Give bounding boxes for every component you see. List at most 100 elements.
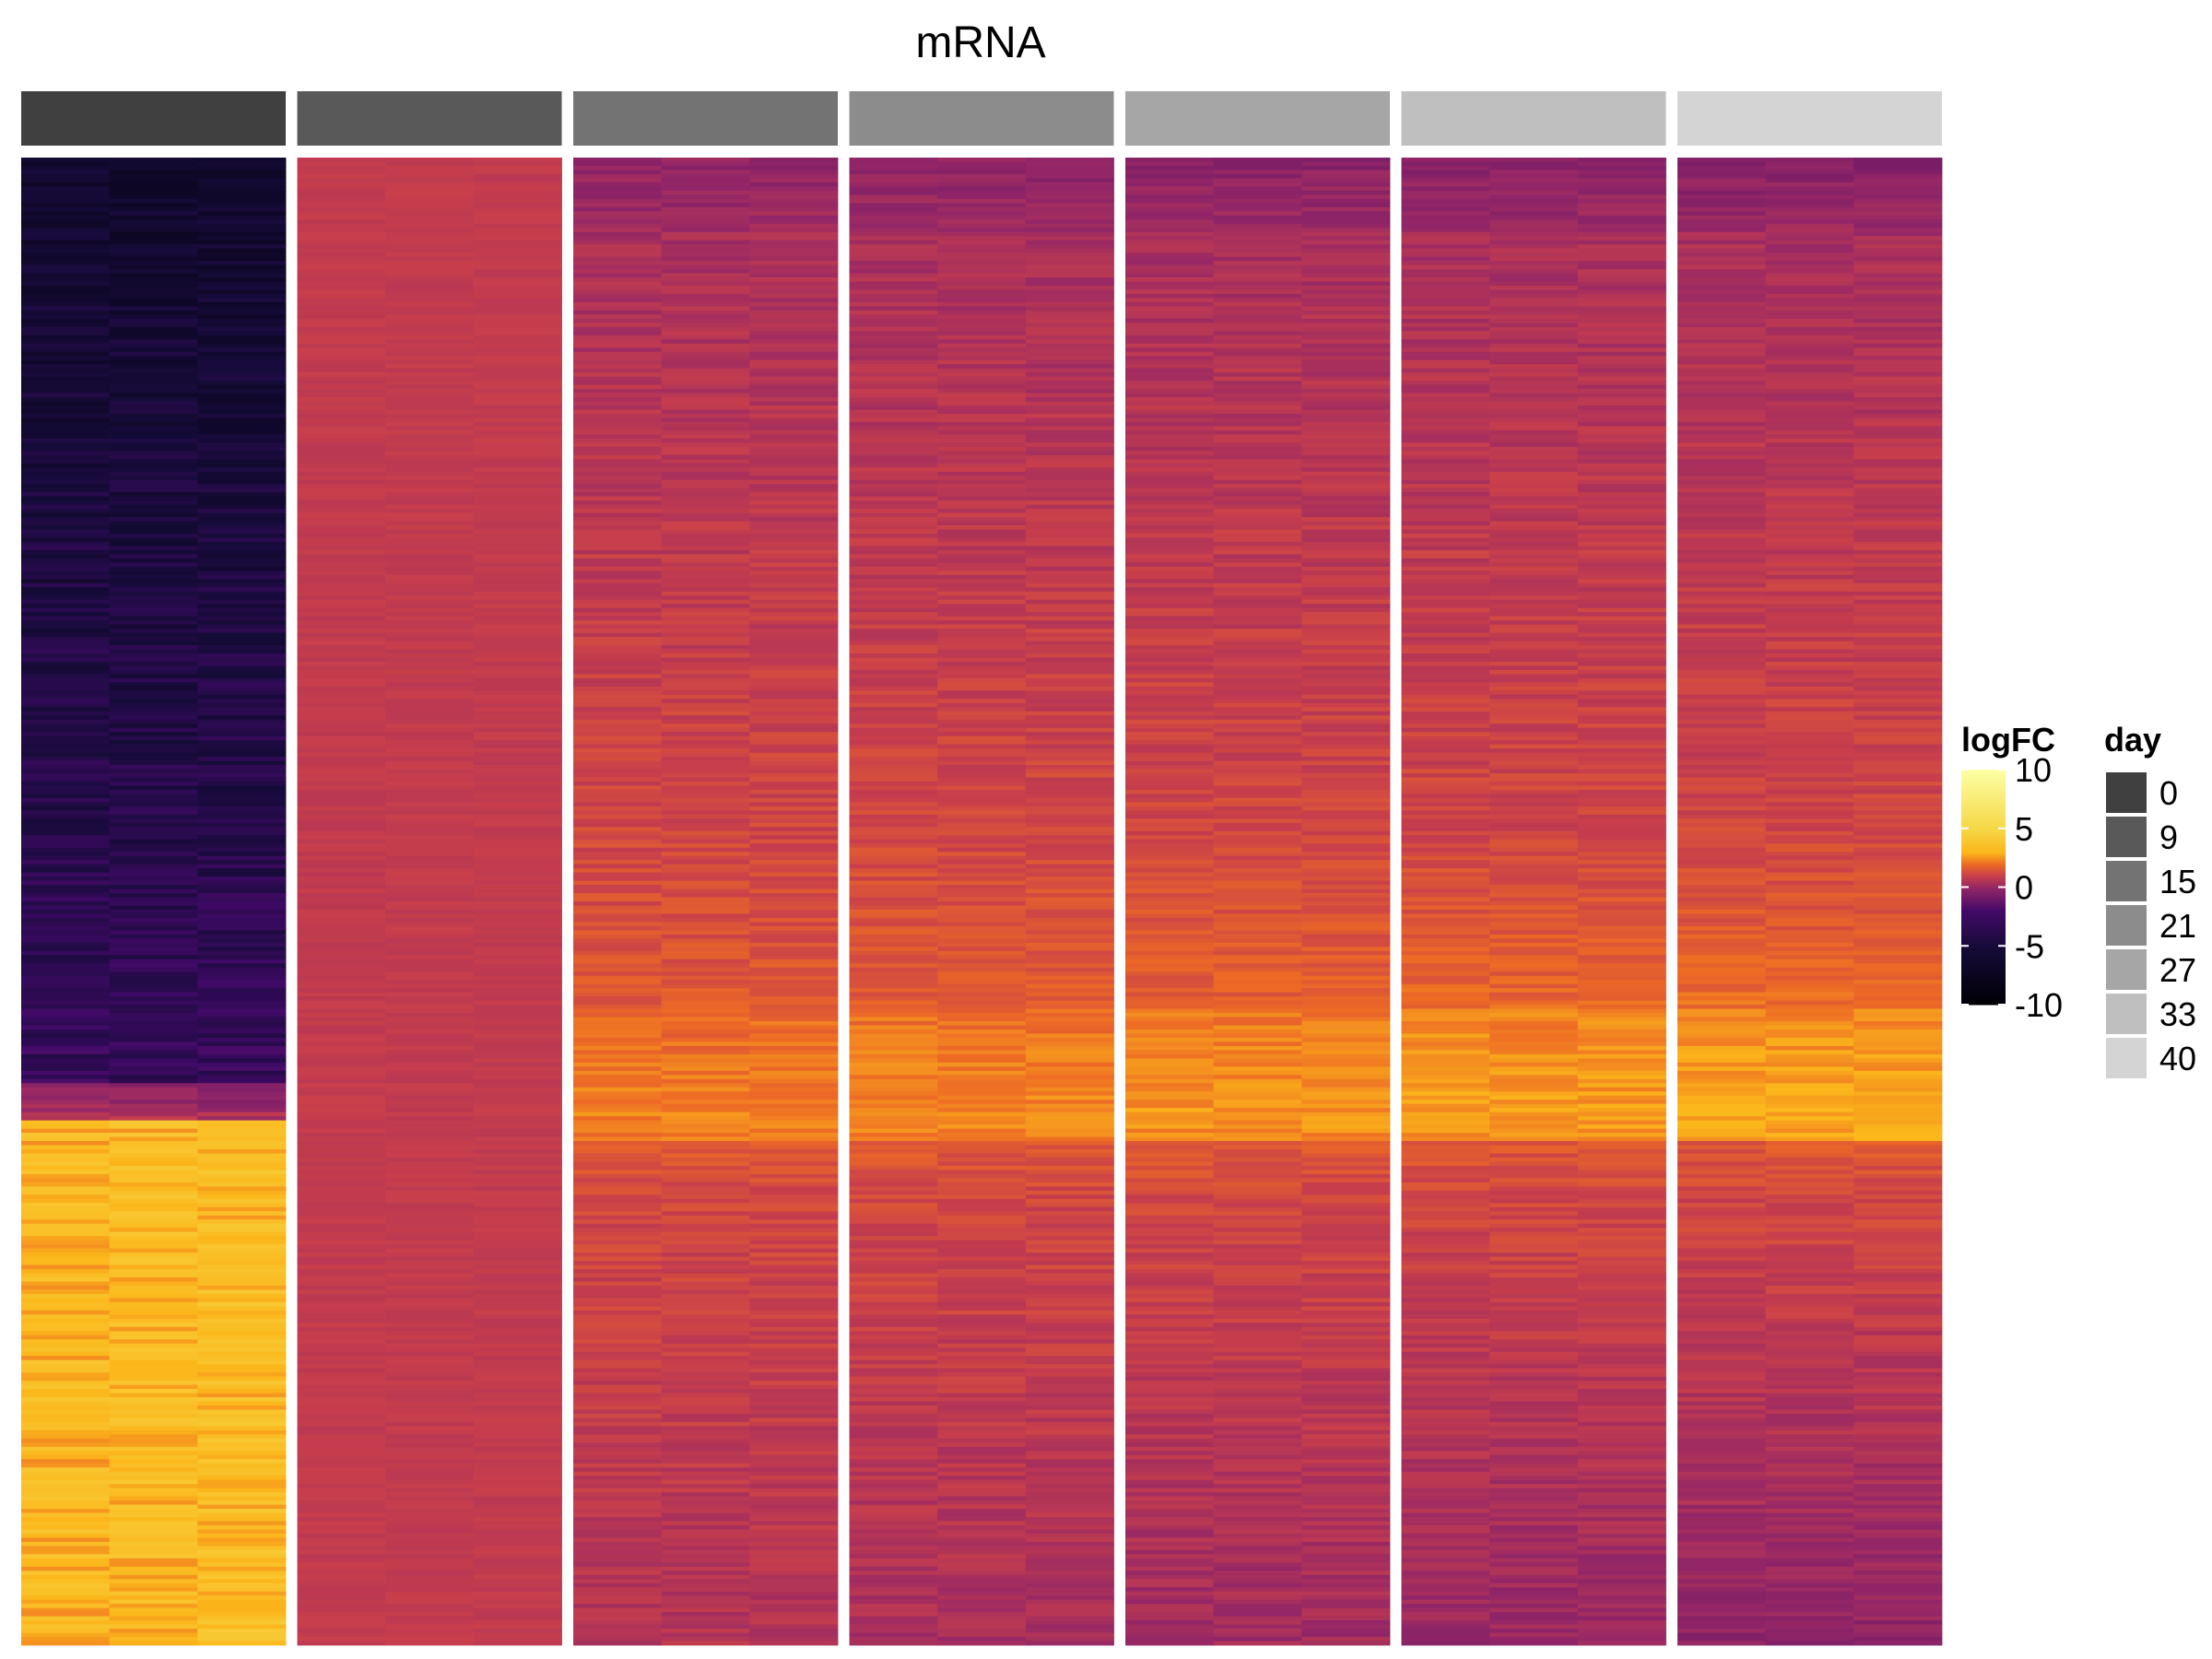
heatmap-cell [573, 1075, 663, 1080]
heatmap-cell [849, 702, 938, 708]
heatmap-cell [1025, 1389, 1114, 1394]
heatmap-cell [749, 421, 839, 427]
heatmap-cell [297, 277, 386, 282]
heatmap-cell [573, 546, 663, 551]
heatmap-cell [937, 1351, 1027, 1357]
heatmap-cell [297, 359, 386, 365]
heatmap-cell [937, 1632, 1027, 1638]
heatmap-cell [473, 1293, 562, 1299]
heatmap-cell [849, 1574, 938, 1580]
heatmap-cell [197, 607, 287, 613]
heatmap-cell [849, 1409, 938, 1415]
heatmap-cell [297, 1194, 386, 1200]
heatmap-cell [1025, 1488, 1114, 1493]
heatmap-cell [1125, 1211, 1215, 1217]
heatmap-cell [21, 347, 111, 353]
heatmap-cell [661, 384, 750, 390]
heatmap-cell [473, 1467, 562, 1473]
heatmap-cell [297, 438, 386, 443]
heatmap-cell [473, 161, 562, 167]
heatmap-cell [473, 1053, 562, 1059]
heatmap-cell [937, 909, 1027, 914]
heatmap-cell [937, 1269, 1027, 1274]
heatmap-cell [385, 1120, 475, 1125]
heatmap-cell [749, 1381, 839, 1385]
heatmap-cell [749, 917, 839, 923]
heatmap-cell [385, 549, 475, 555]
heatmap-cell [937, 500, 1027, 505]
heatmap-cell [749, 318, 839, 324]
heatmap-cell [1125, 843, 1215, 849]
heatmap-cell [473, 1554, 562, 1559]
heatmap-cell [937, 289, 1027, 295]
heatmap-cell [385, 335, 475, 340]
heatmap-cell [1213, 1298, 1302, 1303]
heatmap-cell [109, 612, 198, 618]
heatmap-cell [1025, 1083, 1114, 1088]
heatmap-cell [849, 1326, 938, 1332]
heatmap-cell [109, 653, 198, 658]
heatmap-cell [937, 1219, 1027, 1225]
heatmap-cell [1025, 1533, 1114, 1538]
heatmap-cell [297, 1203, 386, 1208]
heatmap-cell [937, 1173, 1027, 1179]
heatmap-cell [749, 351, 839, 357]
heatmap-cell [197, 947, 287, 952]
heatmap-cell [109, 517, 198, 522]
heatmap-cell [297, 1236, 386, 1241]
heatmap-cell [849, 855, 938, 861]
heatmap-cell [473, 860, 562, 865]
heatmap-cell [1125, 1537, 1215, 1543]
heatmap-cell [1213, 228, 1302, 233]
heatmap-cell [749, 554, 839, 559]
heatmap-cell [661, 1438, 750, 1443]
heatmap-cell [573, 1000, 663, 1006]
heatmap-cell [385, 1306, 475, 1312]
heatmap-cell [197, 963, 287, 969]
heatmap-cell [937, 562, 1027, 568]
heatmap-cell [197, 406, 287, 410]
heatmap-cell [661, 1384, 750, 1390]
heatmap-cell [573, 930, 663, 935]
heatmap-cell [1213, 735, 1302, 741]
heatmap-cell [749, 1471, 839, 1477]
heatmap-cell [749, 1091, 839, 1097]
heatmap-cell [297, 219, 386, 225]
heatmap-cell [937, 1574, 1027, 1580]
heatmap-cell [1025, 1537, 1114, 1543]
heatmap-cell [849, 488, 938, 493]
heatmap-cell [573, 372, 663, 378]
heatmap-cell [385, 1013, 475, 1018]
heatmap-cell [1125, 1484, 1215, 1489]
heatmap-cell [297, 855, 386, 861]
heatmap-cell [1025, 620, 1114, 626]
heatmap-cell [385, 1471, 475, 1477]
heatmap-cell [749, 566, 839, 571]
heatmap-cell [1125, 1075, 1215, 1080]
heatmap-cell [937, 852, 1027, 857]
heatmap-cell [473, 368, 562, 373]
heatmap-cell [573, 1008, 663, 1014]
heatmap-cell [1125, 599, 1215, 605]
heatmap-cell [197, 1141, 287, 1146]
heatmap-cell [1025, 1244, 1114, 1249]
heatmap-cell [661, 901, 750, 906]
heatmap-cell [109, 158, 198, 162]
heatmap-cell [1125, 1418, 1215, 1423]
heatmap-body [21, 158, 1943, 1646]
heatmap-cell [109, 1203, 198, 1208]
heatmap-cell [937, 1025, 1027, 1030]
heatmap-cell [21, 165, 111, 171]
heatmap-cell [473, 877, 562, 881]
heatmap-cell [297, 1100, 386, 1105]
heatmap-cell [385, 438, 475, 443]
heatmap-cell [1213, 740, 1302, 746]
heatmap-cell [661, 306, 750, 312]
heatmap-cell [849, 797, 938, 803]
heatmap-cell [661, 248, 750, 253]
heatmap-cell [661, 463, 750, 468]
heatmap-cell [473, 1194, 562, 1200]
heatmap-cell [385, 864, 475, 869]
heatmap-cell [749, 1285, 839, 1290]
heatmap-cell [573, 158, 663, 162]
